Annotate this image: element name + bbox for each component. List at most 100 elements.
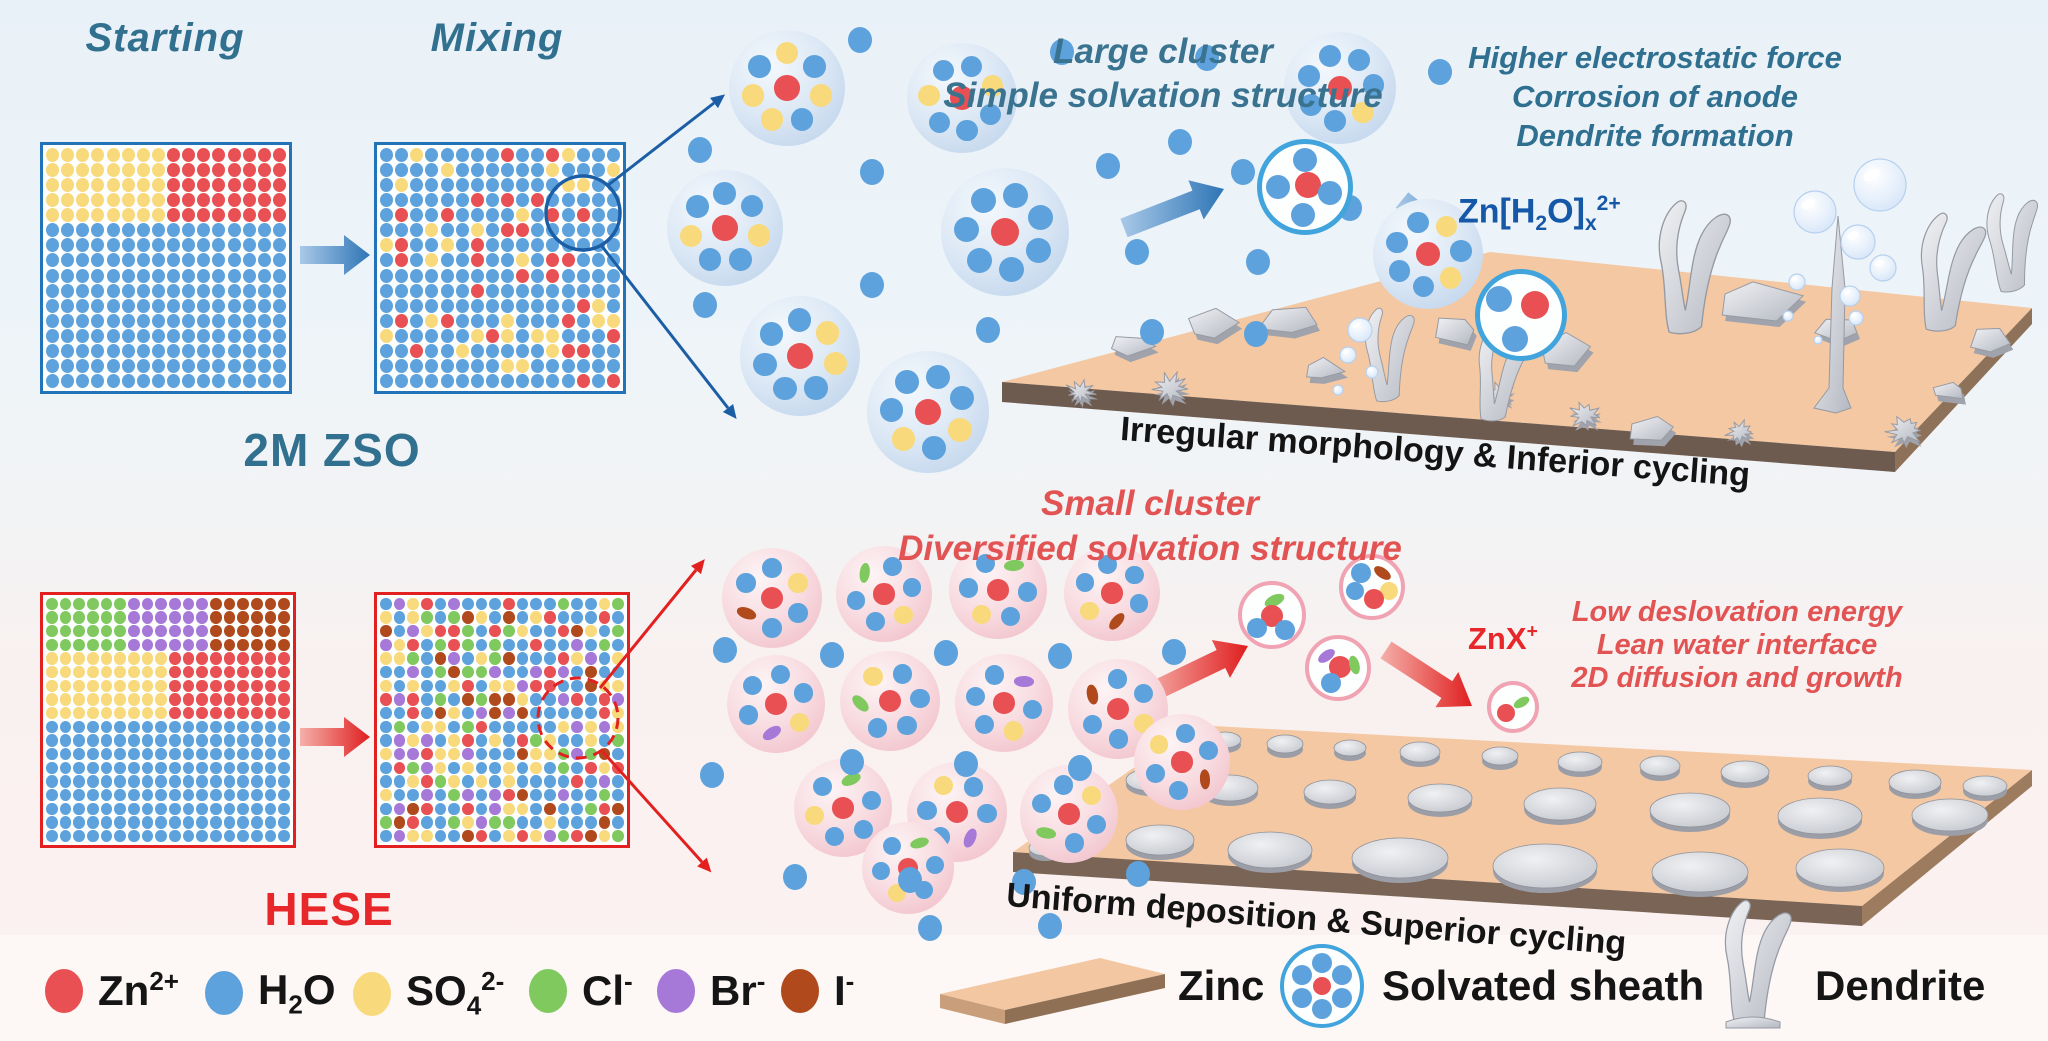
grid-dot-water — [46, 359, 60, 374]
molecule-dot — [1327, 75, 1353, 101]
hese-solvation-cluster — [1064, 545, 1160, 641]
stage-label-starting: Starting — [85, 16, 245, 60]
grid-dot-chloride — [462, 720, 474, 733]
grid-dot-water — [76, 374, 90, 389]
grid-dot-water — [91, 313, 105, 328]
pebble — [1125, 824, 1195, 856]
dendrite — [1920, 212, 1987, 332]
grid-dot-water — [571, 597, 583, 611]
grid-dot-water — [257, 268, 271, 283]
grid-dot-water — [455, 374, 469, 389]
grid-dot-water — [46, 720, 58, 733]
grid-dot-water — [557, 816, 570, 829]
grid-dot-water — [136, 329, 150, 344]
grid-dot-water — [136, 268, 150, 283]
molecule-dot — [1025, 238, 1051, 264]
grid-dot-sulfate — [576, 177, 590, 192]
grid-dot-iodide — [251, 638, 263, 651]
molecule-dot — [1486, 286, 1512, 312]
grid-dot-water — [380, 665, 392, 679]
grid-dot-water — [585, 638, 597, 651]
deposit-splat — [1151, 370, 1189, 403]
grid-dot-water — [242, 298, 256, 313]
grid-dot-water — [470, 313, 484, 328]
grid-dot-water — [576, 329, 590, 344]
hese-solvation-cluster — [836, 546, 932, 642]
grid-dot-water — [434, 734, 447, 747]
grid-dot-zinc_ion — [182, 665, 195, 679]
molecule-dot — [786, 342, 814, 370]
grid-dot-zinc_ion — [462, 734, 474, 747]
grid-dot-water — [380, 283, 394, 298]
molecule-dot — [736, 573, 756, 593]
legend-item-zinc-ion: Zn2+ — [45, 966, 179, 1015]
grid-dot-water — [197, 223, 211, 238]
grid-dot-water — [223, 816, 236, 829]
formula-segment: Br — [710, 967, 757, 1014]
grid-dot-water — [380, 298, 394, 313]
grid-dot-zinc_ion — [237, 665, 249, 679]
molecule-dot — [928, 111, 951, 133]
grid-dot-water — [380, 359, 394, 374]
molecule-dot — [1080, 601, 1099, 621]
grid-dot-chloride — [407, 761, 419, 774]
grid-dot-sulfate — [407, 679, 419, 692]
free-water-dot — [1162, 639, 1186, 665]
grid-dot-zinc_ion — [167, 162, 181, 177]
molecule-dot — [788, 603, 808, 623]
grid-dot-water — [121, 283, 135, 298]
grid-dot-sulfate — [503, 761, 515, 774]
grid-dot-sulfate — [585, 624, 597, 638]
legend-item-iodide: I- — [781, 966, 854, 1015]
grid-dot-bromide — [182, 638, 195, 651]
grid-dot-sulfate — [501, 313, 515, 328]
grid-dot-sulfate — [59, 665, 72, 679]
grid-dot-sulfate — [106, 192, 120, 207]
grid-dot-water — [278, 761, 290, 774]
grid-dot-water — [121, 238, 135, 253]
grid-dot-water — [106, 329, 120, 344]
molecule-dot — [1319, 45, 1341, 67]
grid-dot-water — [251, 829, 263, 843]
grid-dot-water — [591, 162, 605, 177]
grid-dot-water — [212, 268, 226, 283]
molecule-dot — [1324, 110, 1347, 133]
free-water-dot — [976, 317, 1000, 343]
grid-dot-water — [59, 775, 72, 788]
grid-dot-water — [475, 802, 488, 816]
grid-dot-sulfate — [151, 208, 165, 223]
molecule-dot — [974, 715, 994, 735]
grid-dot-zinc_ion — [546, 268, 560, 283]
grid-dot-water — [141, 747, 154, 761]
grid-dot-bromide — [503, 706, 515, 720]
grid-dot-water — [470, 374, 484, 389]
molecule-dot — [823, 351, 847, 376]
grid-dot-water — [196, 816, 208, 829]
zinc-plate-bottom-side-edge — [1862, 770, 2032, 926]
molecule-dot — [729, 247, 752, 271]
grid-dot-water — [210, 802, 222, 816]
grid-dot-water — [197, 313, 211, 328]
grid-dot-water — [571, 706, 583, 720]
grid-dot-iodide — [462, 693, 474, 706]
molecule-dot — [1001, 606, 1021, 626]
grid-dot-chloride — [462, 665, 474, 679]
grid-dot-water — [61, 253, 75, 268]
grid-dot-sulfate — [489, 679, 501, 692]
grid-dot-zinc_ion — [227, 192, 241, 207]
grid-dot-water — [196, 747, 208, 761]
grid-dot-water — [380, 802, 392, 816]
grid-dot-zinc_ion — [197, 147, 211, 162]
grid-dot-water — [485, 374, 499, 389]
grid-dot-water — [395, 162, 409, 177]
grid-dot-water — [489, 761, 501, 774]
grid-dot-water — [212, 329, 226, 344]
grid-dot-water — [141, 788, 154, 802]
molecule-dot — [1293, 148, 1317, 172]
molecule-dot — [918, 84, 940, 107]
grid-dot-water — [73, 788, 85, 802]
molecule-dot — [739, 705, 759, 725]
grid-dot-iodide — [237, 611, 249, 624]
grid-dot-zinc_ion — [278, 665, 290, 679]
grid-dot-water — [128, 829, 140, 843]
